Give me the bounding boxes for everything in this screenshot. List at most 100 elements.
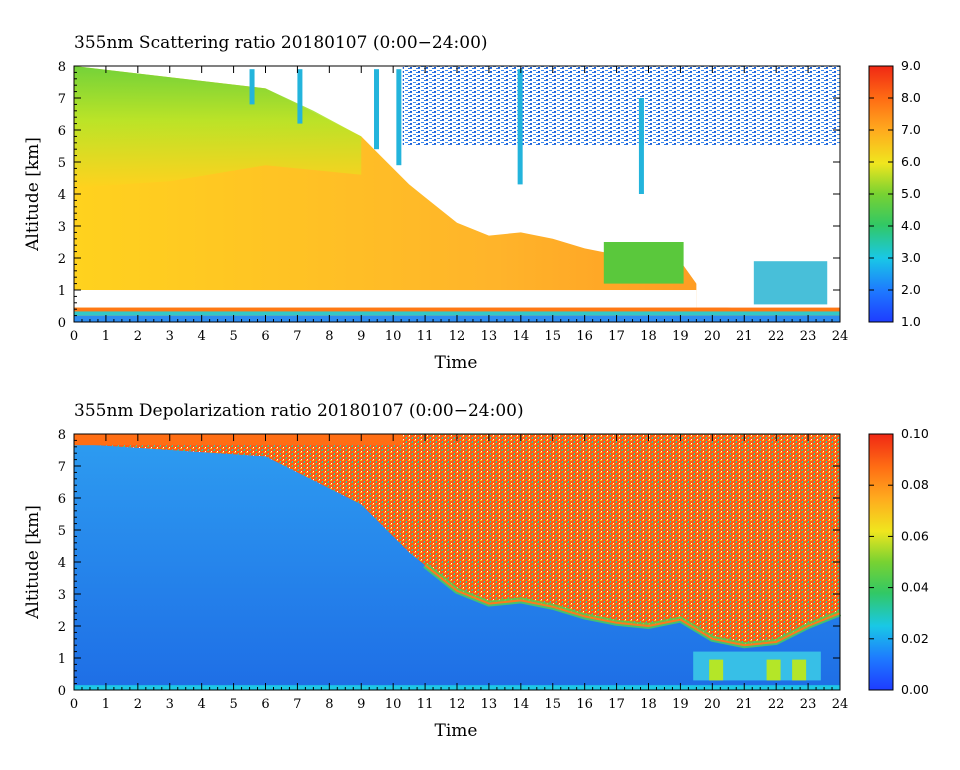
scattering-y-label: Altitude [km] bbox=[23, 137, 43, 252]
x-tick-label: 19 bbox=[672, 697, 689, 712]
x-tick-label: 2 bbox=[134, 329, 142, 344]
y-tick-label: 0 bbox=[58, 316, 66, 331]
colorbar-tick-label: 2.0 bbox=[901, 282, 921, 297]
x-tick-label: 13 bbox=[481, 697, 498, 712]
y-tick-label: 2 bbox=[58, 252, 66, 267]
depolarization-top-band bbox=[74, 434, 403, 446]
x-tick-label: 1 bbox=[102, 329, 110, 344]
y-tick-label: 4 bbox=[58, 188, 66, 203]
depolarization-colorbar bbox=[868, 433, 894, 691]
depolarization-y-label: Altitude [km] bbox=[23, 505, 43, 620]
x-tick-label: 17 bbox=[608, 697, 625, 712]
scattering-streak bbox=[297, 69, 303, 124]
y-tick-label: 5 bbox=[58, 524, 66, 539]
x-tick-label: 10 bbox=[385, 329, 402, 344]
scattering-x-label: Time bbox=[435, 353, 478, 373]
depolarization-x-axis: 0 1 2 3 4 5 6 7 8 9 10 11 12 13 14 15 16 17 18 19 20 21 22 23 24 bbox=[70, 434, 848, 712]
scattering-streak bbox=[249, 69, 255, 105]
x-tick-label: 19 bbox=[672, 329, 689, 344]
depolarization-boundary-edge bbox=[424, 564, 841, 647]
colorbar-tick-label: 7.0 bbox=[901, 122, 921, 137]
y-tick-label: 2 bbox=[58, 620, 66, 635]
y-tick-label: 6 bbox=[58, 492, 66, 507]
scattering-green-patch bbox=[603, 242, 684, 284]
x-tick-label: 5 bbox=[229, 329, 237, 344]
x-tick-label: 21 bbox=[736, 697, 753, 712]
colorbar-tick-label: 0.06 bbox=[901, 528, 929, 543]
x-tick-label: 17 bbox=[608, 329, 625, 344]
scattering-surface-band2 bbox=[74, 311, 840, 316]
colorbar-tick-label: 1.0 bbox=[901, 314, 921, 329]
x-tick-label: 4 bbox=[198, 697, 206, 712]
x-tick-label: 8 bbox=[325, 697, 333, 712]
x-tick-label: 4 bbox=[198, 329, 206, 344]
x-tick-label: 3 bbox=[166, 697, 174, 712]
colorbar-tick-label: 5.0 bbox=[901, 186, 921, 201]
y-tick-label: 1 bbox=[58, 284, 66, 299]
colorbar-tick-label: 0.08 bbox=[901, 477, 929, 492]
scattering-low-cloud bbox=[753, 261, 828, 305]
x-tick-label: 14 bbox=[513, 697, 530, 712]
x-tick-label: 0 bbox=[70, 697, 78, 712]
colorbar-tick-label: 3.0 bbox=[901, 250, 921, 265]
x-tick-label: 22 bbox=[768, 697, 785, 712]
x-tick-label: 13 bbox=[481, 329, 498, 344]
colorbar-tick-label: 0.02 bbox=[901, 631, 929, 646]
x-tick-label: 12 bbox=[449, 697, 466, 712]
colorbar-tick-label: 0.10 bbox=[901, 426, 929, 441]
y-tick-label: 6 bbox=[58, 124, 66, 139]
scattering-surface-band bbox=[74, 307, 840, 312]
x-tick-label: 9 bbox=[357, 329, 365, 344]
y-tick-label: 3 bbox=[58, 588, 66, 603]
x-tick-label: 23 bbox=[800, 329, 817, 344]
scattering-streak bbox=[374, 69, 380, 150]
depolarization-low-spot bbox=[709, 659, 724, 681]
depolarization-heatmap bbox=[74, 434, 842, 690]
x-tick-label: 9 bbox=[357, 697, 365, 712]
scattering-upper-green bbox=[74, 66, 362, 188]
y-tick-label: 5 bbox=[58, 156, 66, 171]
depolarization-low-spot bbox=[792, 659, 807, 681]
colorbar-tick-label: 8.0 bbox=[901, 90, 921, 105]
x-tick-label: 24 bbox=[832, 697, 849, 712]
scattering-streak bbox=[638, 98, 644, 194]
y-tick-label: 4 bbox=[58, 556, 66, 571]
x-tick-label: 12 bbox=[449, 329, 466, 344]
x-tick-label: 1 bbox=[102, 697, 110, 712]
x-tick-label: 11 bbox=[417, 329, 434, 344]
scattering-title: 355nm Scattering ratio 20180107 (0:00−24… bbox=[74, 33, 488, 53]
x-tick-label: 7 bbox=[293, 697, 301, 712]
colorbar-tick-label: 0.04 bbox=[901, 580, 929, 595]
x-tick-label: 3 bbox=[166, 329, 174, 344]
scattering-clear-gap bbox=[74, 290, 697, 308]
x-tick-label: 8 bbox=[325, 329, 333, 344]
x-tick-label: 21 bbox=[736, 329, 753, 344]
x-tick-label: 6 bbox=[261, 329, 269, 344]
x-tick-label: 6 bbox=[261, 697, 269, 712]
depolarization-colorbar-ticks: 0.00 0.02 0.04 0.06 0.08 0.10 bbox=[869, 426, 929, 697]
colorbar-tick-label: 6.0 bbox=[901, 154, 921, 169]
x-tick-label: 20 bbox=[704, 697, 721, 712]
x-tick-label: 20 bbox=[704, 329, 721, 344]
x-tick-label: 18 bbox=[640, 329, 657, 344]
x-tick-label: 16 bbox=[576, 329, 593, 344]
depolarization-x-label: Time bbox=[435, 721, 478, 741]
colorbar-tick-label: 0.00 bbox=[901, 682, 929, 697]
x-tick-label: 15 bbox=[544, 697, 561, 712]
y-tick-label: 7 bbox=[58, 460, 66, 475]
scattering-x-axis: 0 1 2 3 4 5 6 7 8 9 10 11 12 13 14 15 16 17 18 19 20 21 22 23 24 bbox=[70, 66, 848, 344]
x-tick-label: 2 bbox=[134, 697, 142, 712]
y-tick-label: 3 bbox=[58, 220, 66, 235]
scattering-heatmap bbox=[74, 66, 840, 322]
scattering-upper-noise bbox=[402, 66, 840, 146]
x-tick-label: 18 bbox=[640, 697, 657, 712]
x-tick-label: 7 bbox=[293, 329, 301, 344]
y-tick-label: 7 bbox=[58, 92, 66, 107]
x-tick-label: 10 bbox=[385, 697, 402, 712]
scattering-ratio-panel: 355nm Scattering ratio 20180107 (0:00−24… bbox=[23, 33, 921, 373]
depolarization-low-spot bbox=[766, 659, 781, 681]
y-tick-label: 0 bbox=[58, 684, 66, 699]
x-tick-label: 23 bbox=[800, 697, 817, 712]
x-tick-label: 22 bbox=[768, 329, 785, 344]
